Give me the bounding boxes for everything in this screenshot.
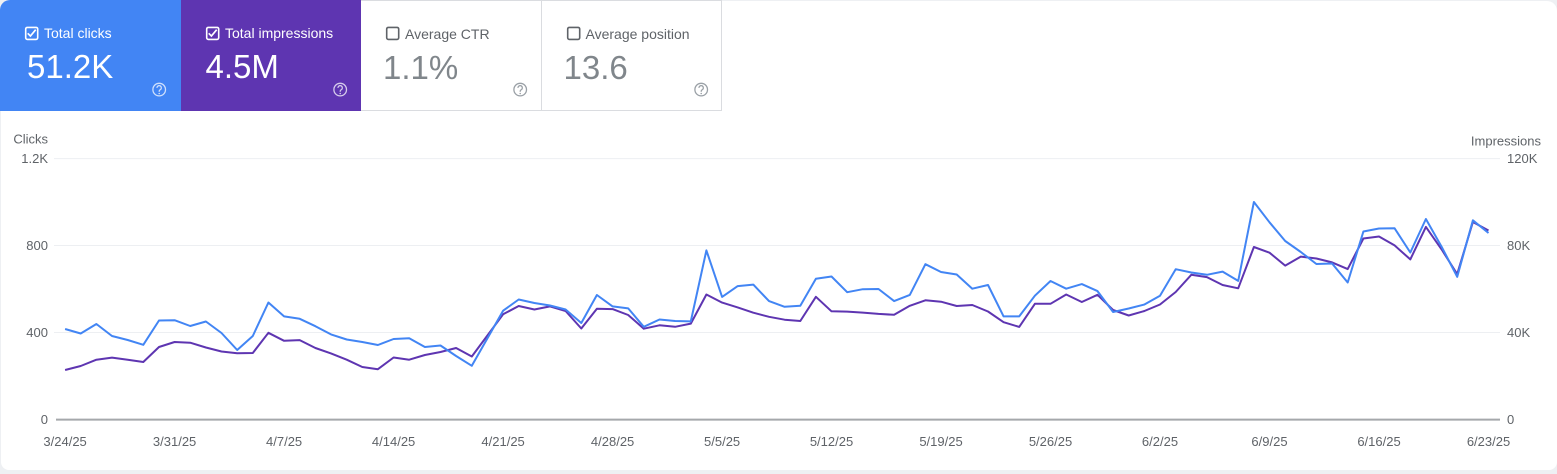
svg-text:3/24/25: 3/24/25 <box>43 434 86 449</box>
svg-text:6/16/25: 6/16/25 <box>1357 434 1400 449</box>
svg-text:4/28/25: 4/28/25 <box>591 434 634 449</box>
svg-text:40K: 40K <box>1507 325 1530 340</box>
svg-text:6/23/25: 6/23/25 <box>1467 434 1510 449</box>
svg-text:800: 800 <box>26 238 48 253</box>
svg-text:3/31/25: 3/31/25 <box>153 434 196 449</box>
svg-text:Clicks: Clicks <box>13 132 48 147</box>
svg-text:6/9/25: 6/9/25 <box>1251 434 1287 449</box>
svg-text:4/7/25: 4/7/25 <box>266 434 302 449</box>
svg-text:1.2K: 1.2K <box>21 151 48 166</box>
svg-text:0: 0 <box>1507 412 1514 427</box>
svg-text:5/12/25: 5/12/25 <box>810 434 853 449</box>
svg-text:4/21/25: 4/21/25 <box>481 434 524 449</box>
svg-text:80K: 80K <box>1507 238 1530 253</box>
svg-text:0: 0 <box>41 412 48 427</box>
svg-text:5/19/25: 5/19/25 <box>919 434 962 449</box>
svg-text:400: 400 <box>26 325 48 340</box>
svg-text:5/5/25: 5/5/25 <box>704 434 740 449</box>
svg-text:120K: 120K <box>1507 151 1538 166</box>
svg-text:5/26/25: 5/26/25 <box>1029 434 1072 449</box>
svg-text:Impressions: Impressions <box>1471 134 1542 149</box>
svg-text:6/2/25: 6/2/25 <box>1142 434 1178 449</box>
svg-text:4/14/25: 4/14/25 <box>372 434 415 449</box>
